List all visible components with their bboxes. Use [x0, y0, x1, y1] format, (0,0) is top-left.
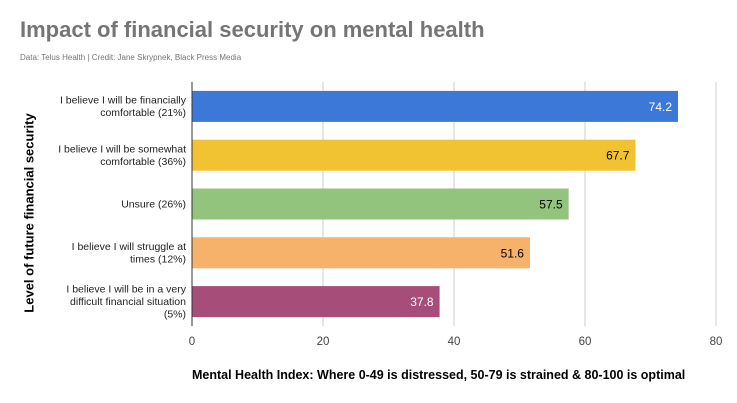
x-tick-label: 60 — [579, 336, 592, 348]
x-tick-label: 0 — [189, 336, 195, 348]
data-labels: 74.2 67.7 57.5 51.6 37.8 — [410, 100, 672, 309]
bar — [192, 90, 679, 122]
data-label: 51.6 — [501, 246, 525, 260]
x-tick-label: 80 — [710, 336, 723, 348]
x-tick-label: 40 — [448, 336, 461, 348]
bar — [192, 286, 440, 318]
category-label: I believe I will be financially comfortab… — [60, 95, 187, 120]
chart-subtitle: Data: Telus Health | Credit: Jane Skrypn… — [20, 53, 242, 62]
data-label: 57.5 — [539, 198, 563, 212]
data-label: 37.8 — [410, 295, 434, 309]
x-tick-label: 20 — [317, 336, 330, 348]
bar — [192, 237, 530, 269]
category-label: I believe I will struggle at times (12%) — [72, 241, 186, 265]
chart-title: Impact of financial security on mental h… — [20, 17, 485, 42]
category-labels: I believe I will be financially comfortab… — [58, 95, 187, 321]
data-label: 67.7 — [606, 149, 630, 163]
category-label: I believe I will be somewhat comfortable … — [58, 143, 186, 168]
x-axis-title: Mental Health Index: Where 0-49 is distr… — [192, 368, 686, 382]
data-label: 74.2 — [649, 100, 673, 114]
bar — [192, 139, 636, 171]
x-tick-labels: 0 20 40 60 80 — [189, 336, 723, 348]
bars — [192, 90, 679, 318]
category-label: Unsure (26%) — [121, 199, 186, 211]
bar — [192, 188, 569, 220]
category-label: I believe I will be in a very difficult f… — [66, 284, 186, 321]
